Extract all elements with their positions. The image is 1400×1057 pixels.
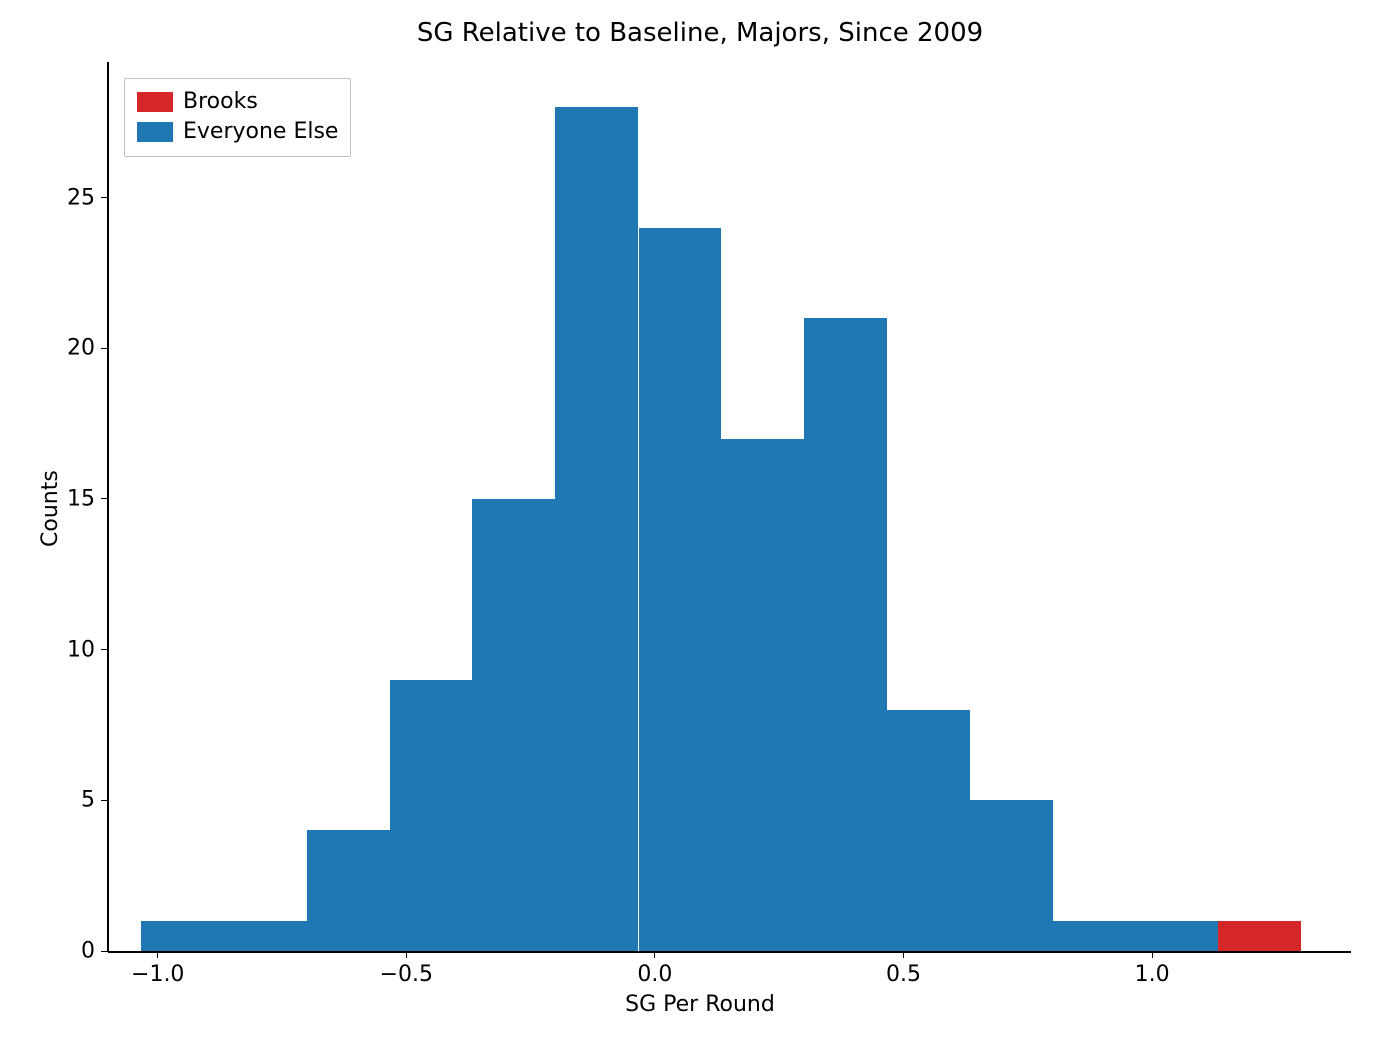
y-tick-label: 20 <box>65 336 95 361</box>
x-tick-label: 0.5 <box>886 962 921 987</box>
histogram-bar-everyone-else <box>555 107 638 951</box>
chart-title: SG Relative to Baseline, Majors, Since 2… <box>0 18 1400 48</box>
histogram-bar-everyone-else <box>639 228 722 951</box>
x-tick-label: 0.0 <box>637 962 672 987</box>
x-tick <box>654 951 655 958</box>
legend-item: Brooks <box>137 87 338 117</box>
histogram-bar-everyone-else <box>1053 921 1136 951</box>
y-axis-label: Counts <box>38 470 63 547</box>
histogram-bar-everyone-else <box>141 921 224 951</box>
y-tick <box>101 649 108 650</box>
y-tick-label: 10 <box>65 637 95 662</box>
histogram-bar-everyone-else <box>1136 921 1219 951</box>
legend-label: Brooks <box>183 87 258 117</box>
y-tick <box>101 197 108 198</box>
histogram-bar-everyone-else <box>224 921 307 951</box>
legend: BrooksEveryone Else <box>124 78 351 157</box>
y-tick-label: 15 <box>65 486 95 511</box>
histogram-bar-everyone-else <box>721 439 804 951</box>
histogram-bar-everyone-else <box>887 710 970 951</box>
x-tick-label: −1.0 <box>131 962 184 987</box>
x-tick-label: −0.5 <box>380 962 433 987</box>
x-tick-label: 1.0 <box>1135 962 1170 987</box>
histogram-bar-everyone-else <box>307 830 390 951</box>
histogram-bar-everyone-else <box>472 499 555 951</box>
x-tick <box>903 951 904 958</box>
legend-item: Everyone Else <box>137 117 338 147</box>
y-tick <box>101 800 108 801</box>
y-tick <box>101 348 108 349</box>
x-axis-label: SG Per Round <box>0 992 1400 1017</box>
y-tick-label: 5 <box>65 788 95 813</box>
histogram-bar-everyone-else <box>970 800 1053 951</box>
y-axis-line <box>107 62 109 951</box>
histogram-bar-everyone-else <box>804 318 887 951</box>
chart-figure: SG Relative to Baseline, Majors, Since 2… <box>0 0 1400 1057</box>
x-axis-line <box>108 951 1351 953</box>
y-tick <box>101 951 108 952</box>
histogram-bar-brooks <box>1218 921 1301 951</box>
histogram-bar-everyone-else <box>390 680 473 951</box>
y-tick-label: 25 <box>65 185 95 210</box>
x-tick <box>1152 951 1153 958</box>
legend-swatch <box>137 122 173 142</box>
y-tick <box>101 498 108 499</box>
legend-label: Everyone Else <box>183 117 338 147</box>
x-tick <box>157 951 158 958</box>
legend-swatch <box>137 92 173 112</box>
y-tick-label: 0 <box>65 939 95 964</box>
x-tick <box>406 951 407 958</box>
